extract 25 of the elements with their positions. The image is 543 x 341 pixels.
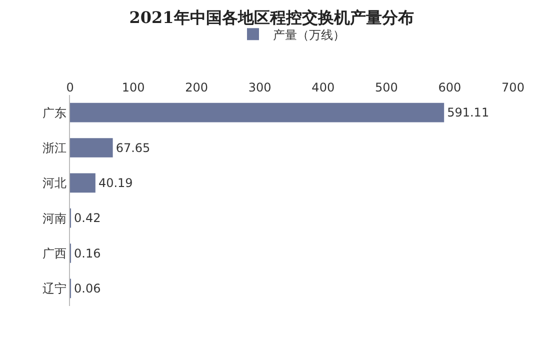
x-tick-label: 0 (66, 80, 74, 95)
y-tick-label: 河南 (42, 211, 67, 226)
chart-title: 2021年中国各地区程控交换机产量分布 (129, 8, 414, 28)
y-tick-label: 广西 (42, 246, 67, 260)
y-tick-label: 浙江 (42, 140, 67, 155)
x-tick-label: 700 (502, 80, 524, 95)
data-label: 0.42 (74, 211, 101, 226)
data-label: 0.16 (74, 246, 101, 260)
x-tick-label: 300 (248, 80, 272, 95)
x-tick-label: 400 (312, 80, 335, 95)
bar (70, 138, 113, 158)
bar (70, 173, 96, 193)
x-tick-label: 500 (374, 80, 398, 95)
y-tick-label: 辽宁 (42, 282, 67, 296)
data-label: 0.06 (74, 281, 101, 296)
data-label: 591.11 (447, 106, 490, 120)
x-tick-label: 200 (185, 80, 208, 95)
bar (70, 102, 444, 122)
data-label: 40.19 (98, 176, 133, 190)
data-label: 67.65 (116, 140, 150, 155)
x-tick-label: 600 (438, 80, 462, 95)
y-tick-label: 广东 (42, 106, 67, 120)
x-tick-label: 100 (122, 80, 145, 95)
legend-label: 产量（万线） (273, 28, 345, 42)
y-tick-label: 河北 (42, 176, 67, 190)
